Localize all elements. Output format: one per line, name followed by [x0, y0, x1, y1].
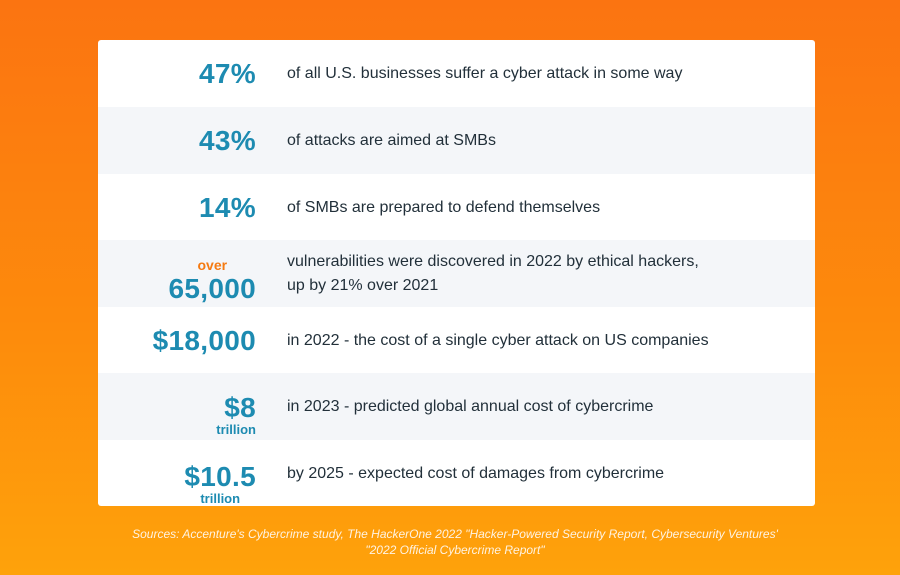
stat-figure: 43%: [199, 107, 256, 174]
stat-figure: 14%: [199, 174, 256, 241]
stat-row: 14% of SMBs are prepared to defend thems…: [98, 174, 815, 241]
sources-note: Sources: Accenture's Cybercrime study, T…: [132, 527, 778, 557]
stat-row: 47% of all U.S. businesses suffer a cybe…: [98, 40, 815, 107]
stat-row: $10.5 trillion by 2025 - expected cost o…: [98, 440, 815, 506]
stat-figure: $8 trillion: [216, 373, 256, 448]
stat-value: $18,000: [152, 324, 256, 356]
stat-unit: trillion: [200, 490, 241, 506]
stats-card: 47% of all U.S. businesses suffer a cybe…: [98, 40, 815, 506]
stat-value: 47%: [199, 57, 256, 89]
stat-description: vulnerabilities were discovered in 2022 …: [287, 252, 699, 294]
stat-figure: $18,000: [153, 307, 256, 374]
stat-figure: 47%: [199, 40, 256, 107]
stat-row: $8 trillion in 2023 - predicted global a…: [98, 373, 815, 440]
stat-row: 43% of attacks are aimed at SMBs: [98, 107, 815, 174]
stat-prefix: over: [197, 256, 228, 273]
stat-value: 14%: [199, 191, 256, 223]
stat-figure: $10.5 trillion: [184, 440, 256, 506]
stat-value: $10.5: [184, 460, 256, 492]
stat-description: of attacks are aimed at SMBs: [287, 131, 496, 149]
stat-value: $8: [224, 391, 256, 423]
stat-row: over 65,000 vulnerabilities were discove…: [98, 240, 815, 307]
stat-description: of all U.S. businesses suffer a cyber at…: [287, 64, 683, 82]
stat-figure: over 65,000: [169, 240, 256, 313]
stat-row: $18,000 in 2022 - the cost of a single c…: [98, 307, 815, 374]
stat-description: in 2023 - predicted global annual cost o…: [287, 397, 654, 415]
stat-value: 65,000: [168, 272, 256, 304]
stat-description: of SMBs are prepared to defend themselve…: [287, 198, 601, 216]
stat-description: in 2022 - the cost of a single cyber att…: [287, 331, 709, 349]
stat-value: 43%: [199, 124, 256, 156]
stat-description: by 2025 - expected cost of damages from …: [287, 464, 665, 482]
stat-unit: trillion: [216, 421, 256, 437]
